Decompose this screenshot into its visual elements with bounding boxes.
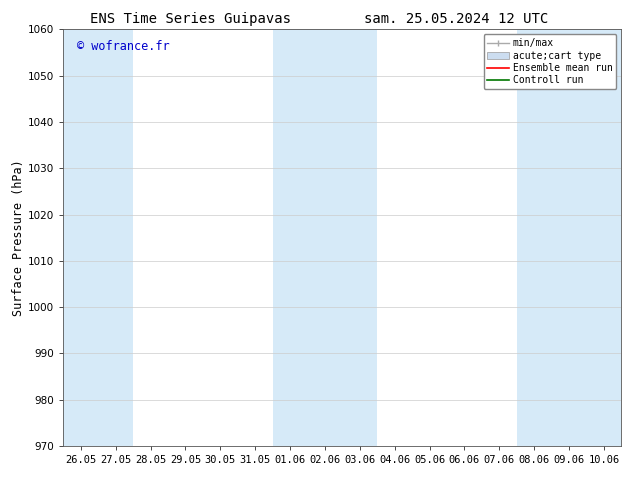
Text: © wofrance.fr: © wofrance.fr — [77, 40, 170, 53]
Y-axis label: Surface Pressure (hPa): Surface Pressure (hPa) — [12, 159, 25, 316]
Bar — [552, 29, 586, 446]
Bar — [307, 29, 342, 446]
Legend: min/max, acute;cart type, Ensemble mean run, Controll run: min/max, acute;cart type, Ensemble mean … — [484, 34, 616, 89]
Text: ENS Time Series Guipavas: ENS Time Series Guipavas — [89, 12, 291, 26]
Bar — [98, 29, 133, 446]
Text: sam. 25.05.2024 12 UTC: sam. 25.05.2024 12 UTC — [365, 12, 548, 26]
Bar — [586, 29, 621, 446]
Bar — [63, 29, 98, 446]
Bar — [517, 29, 552, 446]
Bar — [342, 29, 377, 446]
Bar — [273, 29, 307, 446]
